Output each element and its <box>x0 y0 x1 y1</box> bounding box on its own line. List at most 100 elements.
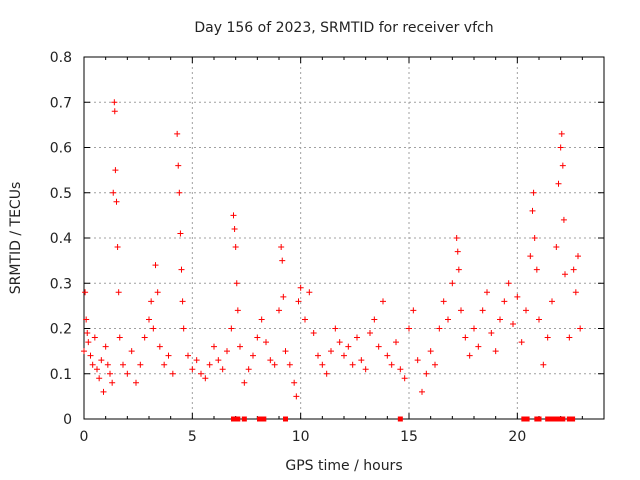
data-point <box>497 316 503 323</box>
data-point <box>414 357 421 364</box>
data-point <box>362 366 369 373</box>
data-point <box>202 375 209 382</box>
data-point <box>440 298 447 305</box>
data-point <box>293 393 300 400</box>
data-point <box>83 316 90 323</box>
zero-marker <box>560 416 566 422</box>
data-point <box>219 366 226 373</box>
data-point <box>278 244 285 251</box>
data-points <box>81 99 584 422</box>
data-point <box>533 266 540 273</box>
zero-marker <box>566 416 572 422</box>
data-point <box>169 370 176 377</box>
data-point <box>479 307 486 314</box>
data-point <box>455 266 462 273</box>
data-point <box>510 320 516 327</box>
data-point <box>177 230 184 237</box>
data-point <box>306 289 313 296</box>
data-point <box>323 370 330 377</box>
data-point <box>566 334 573 341</box>
zero-marker <box>397 416 403 422</box>
data-point <box>572 289 579 296</box>
y-tick-label: 0.3 <box>50 276 72 292</box>
data-point <box>215 357 222 364</box>
data-point <box>560 216 567 223</box>
data-point <box>336 339 343 346</box>
zero-marker <box>521 416 527 422</box>
data-point <box>175 162 182 169</box>
data-point <box>530 189 537 196</box>
data-point <box>458 307 464 314</box>
data-point <box>156 343 163 350</box>
data-point <box>410 307 417 314</box>
data-point <box>282 348 289 355</box>
data-point <box>419 388 425 395</box>
x-tick-label: 5 <box>188 429 197 445</box>
data-point <box>254 334 261 341</box>
data-point <box>501 298 508 305</box>
y-tick-label: 0.6 <box>50 141 72 157</box>
data-point <box>112 167 119 174</box>
data-point <box>297 284 304 291</box>
data-point <box>133 379 139 386</box>
data-point <box>111 108 118 115</box>
y-tick-label: 0.2 <box>50 322 72 338</box>
data-point <box>445 316 451 323</box>
data-point <box>111 99 118 106</box>
data-point <box>100 388 107 395</box>
data-point <box>245 366 252 373</box>
data-point <box>128 348 135 355</box>
data-point <box>152 262 159 269</box>
data-point <box>174 130 181 137</box>
zero-marker <box>524 416 530 422</box>
data-point <box>115 289 122 296</box>
data-point <box>553 244 560 251</box>
data-point <box>354 334 360 341</box>
data-point <box>276 307 282 314</box>
data-point <box>120 361 126 368</box>
data-point <box>302 316 308 323</box>
data-point <box>471 325 477 332</box>
data-point <box>228 325 235 332</box>
data-point <box>87 352 94 359</box>
zero-marker <box>545 416 551 422</box>
data-point <box>436 325 443 332</box>
x-tick-label: 10 <box>292 429 310 445</box>
data-point <box>232 244 239 251</box>
data-point <box>466 352 473 359</box>
data-point <box>454 248 461 255</box>
data-point <box>107 370 113 377</box>
data-point <box>345 343 352 350</box>
data-point <box>432 361 438 368</box>
data-point <box>116 334 123 341</box>
data-point <box>393 339 399 346</box>
zero-marker <box>241 416 247 422</box>
data-point <box>267 357 274 364</box>
data-point <box>180 325 187 332</box>
data-point <box>291 379 298 386</box>
data-point <box>113 198 120 205</box>
data-point <box>91 334 98 341</box>
data-point <box>141 334 148 341</box>
data-point <box>165 352 172 359</box>
y-tick-label: 0 <box>63 412 72 428</box>
data-point <box>206 361 213 368</box>
data-point <box>505 280 512 287</box>
data-point <box>82 289 89 296</box>
data-point <box>332 325 339 332</box>
zero-marker <box>235 416 241 422</box>
data-point <box>179 298 186 305</box>
data-point <box>527 253 534 260</box>
data-point <box>367 330 373 337</box>
data-point <box>523 307 529 314</box>
data-point <box>193 357 200 364</box>
data-point <box>423 370 430 377</box>
data-point <box>492 348 499 355</box>
data-point <box>234 307 241 314</box>
data-point <box>449 280 456 287</box>
data-point <box>85 339 92 346</box>
data-point <box>211 343 217 350</box>
zero-marker <box>553 416 559 422</box>
data-point <box>341 352 347 359</box>
x-tick-label: 15 <box>400 429 418 445</box>
